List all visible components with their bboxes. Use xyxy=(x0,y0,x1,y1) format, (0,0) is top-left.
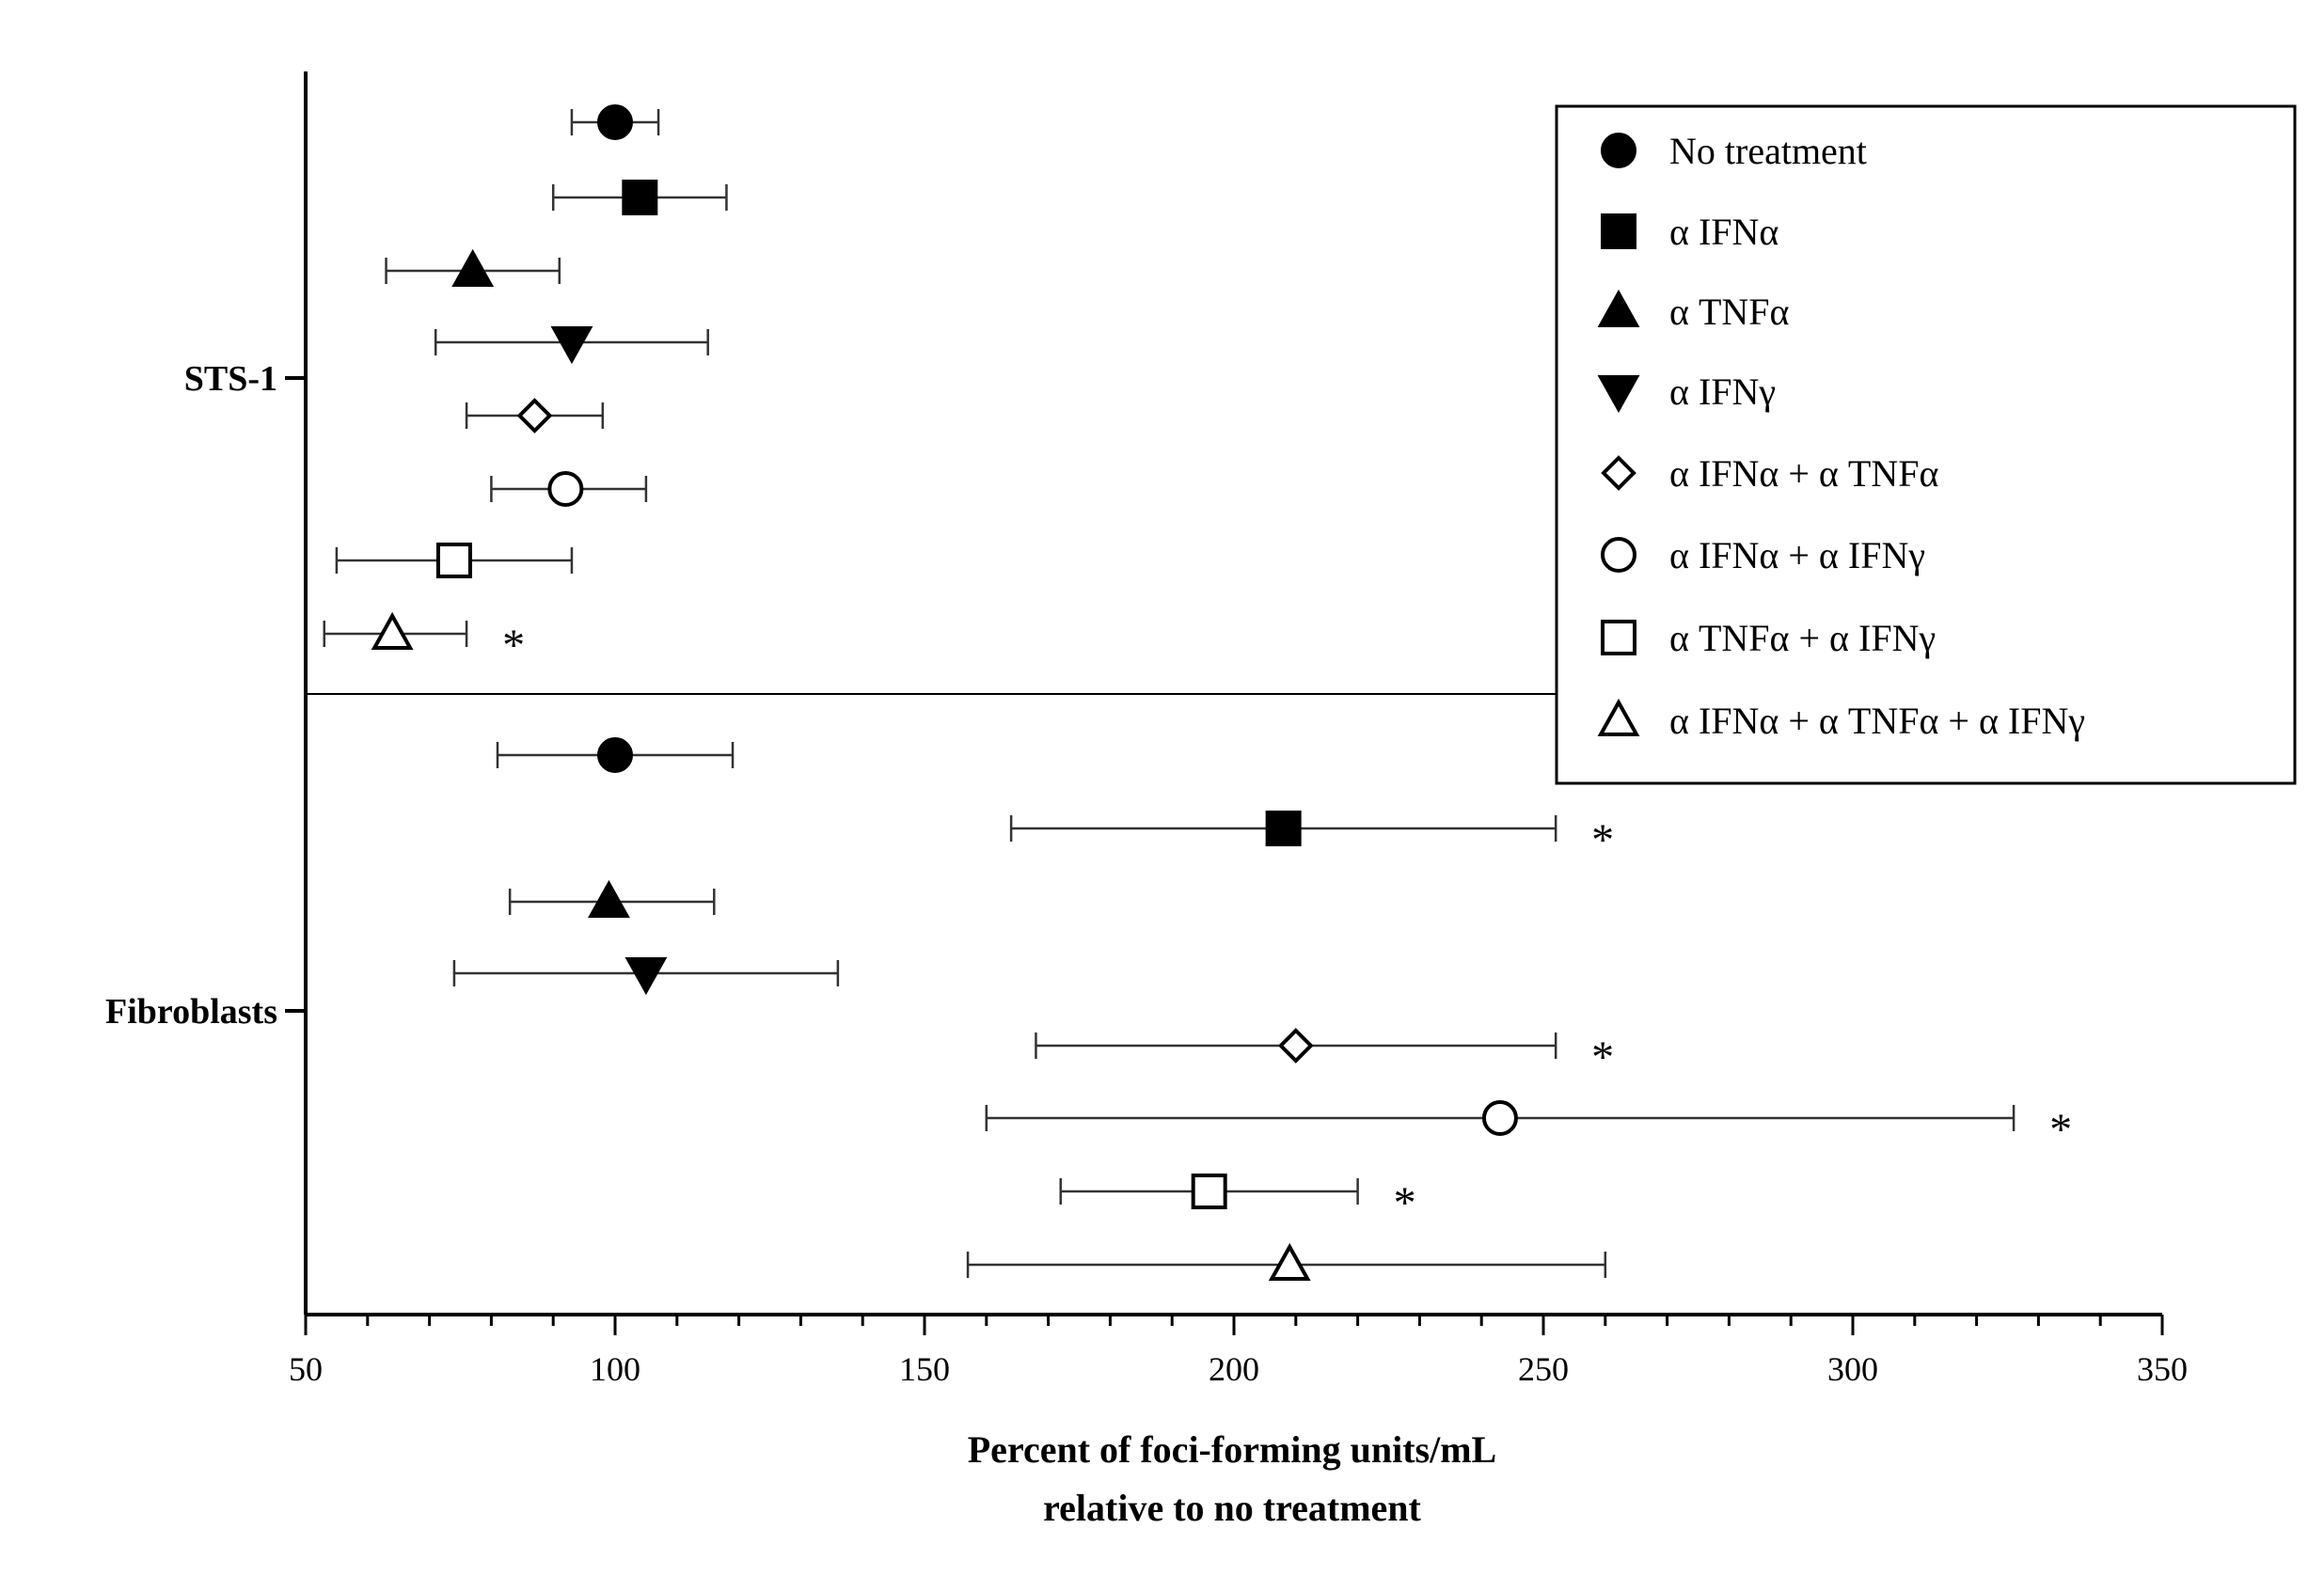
data-point-group xyxy=(508,879,716,918)
significance-marker: * xyxy=(1591,1032,1614,1082)
data-point-marker xyxy=(547,471,584,507)
legend-item: α TNFα xyxy=(1597,289,1790,333)
data-points: * * * * * xyxy=(323,104,2072,1281)
x-axis-title-line-2: relative to no treatment xyxy=(1043,1487,1421,1529)
x-tick-label: 250 xyxy=(1518,1350,1569,1388)
data-point-marker xyxy=(371,611,414,650)
data-point-group: * xyxy=(323,611,525,670)
data-point-group xyxy=(452,957,840,996)
data-point-group xyxy=(385,248,561,287)
x-tick-label: 350 xyxy=(2137,1350,2188,1388)
legend-marker xyxy=(1597,289,1640,327)
legend-item: α IFNα + α TNFα xyxy=(1601,452,1938,495)
legend-marker xyxy=(1601,455,1636,491)
data-point-group: * xyxy=(1059,1174,1416,1228)
legend-label: α TNFα xyxy=(1669,291,1790,333)
legend-label: α IFNγ xyxy=(1669,370,1776,413)
x-axis-title: Percent of foci-forming units/mL relativ… xyxy=(968,1428,1496,1529)
legend-label: α IFNα + α TNFα xyxy=(1669,452,1938,495)
data-point-marker xyxy=(588,879,630,918)
legend-box xyxy=(1555,104,2297,785)
data-point-group xyxy=(434,326,709,365)
x-axis-title-line-1: Percent of foci-forming units/mL xyxy=(968,1428,1496,1471)
legend-label: No treatment xyxy=(1669,130,1867,172)
x-axis-ticks: 50 100 150 200 250 300 350 xyxy=(289,1315,2188,1388)
significance-marker: * xyxy=(1394,1178,1416,1228)
data-point-group xyxy=(335,543,574,578)
data-point-group xyxy=(496,737,735,773)
data-point-marker xyxy=(597,737,633,773)
legend-item: No treatment xyxy=(1601,130,1867,172)
data-point-marker xyxy=(1268,1242,1311,1281)
data-point-group xyxy=(570,104,660,140)
data-point-marker xyxy=(624,957,668,996)
x-tick-label: 300 xyxy=(1827,1350,1878,1388)
legend-marker xyxy=(1597,375,1640,414)
group-labels: STS-1 Fibroblasts xyxy=(105,359,306,1032)
legend-label: α IFNα + α TNFα + α IFNγ xyxy=(1669,700,2085,742)
data-point-group xyxy=(490,471,648,507)
significance-marker: * xyxy=(502,621,525,670)
x-tick-label: 100 xyxy=(590,1350,640,1388)
data-point-group: * xyxy=(1035,1028,1614,1082)
data-point-marker xyxy=(550,326,593,365)
legend-marker xyxy=(1597,698,1640,736)
legend-item: α IFNα xyxy=(1601,211,1779,253)
x-tick-label: 200 xyxy=(1209,1350,1259,1388)
data-point-marker xyxy=(1191,1174,1227,1209)
data-point-marker xyxy=(597,104,633,140)
legend-marker xyxy=(1601,620,1636,655)
significance-marker: * xyxy=(2049,1105,2072,1155)
legend-items: No treatment α IFNα α TNFα α IFNγ α IFNα + α… xyxy=(1597,130,2085,742)
data-point-marker xyxy=(1277,1028,1314,1064)
group-label: Fibroblasts xyxy=(105,992,277,1032)
legend-item: α IFNγ xyxy=(1597,370,1776,414)
legend-label: α IFNα xyxy=(1669,211,1779,253)
data-point-group xyxy=(966,1242,1607,1281)
legend-label: α TNFα + α IFNγ xyxy=(1669,617,1936,659)
legend: No treatment α IFNα α TNFα α IFNγ α IFNα + α… xyxy=(1555,104,2297,785)
legend-item: α IFNα + α IFNγ xyxy=(1601,534,1925,576)
significance-marker: * xyxy=(1591,815,1614,865)
legend-marker xyxy=(1601,133,1636,168)
data-point-marker xyxy=(1265,811,1302,846)
data-point-group xyxy=(465,398,605,433)
data-point-group: * xyxy=(985,1100,2072,1155)
legend-marker xyxy=(1601,537,1636,573)
legend-marker xyxy=(1601,213,1636,249)
legend-label: α IFNα + α IFNγ xyxy=(1669,534,1925,576)
data-point-marker xyxy=(435,543,472,578)
data-point-marker xyxy=(1481,1100,1518,1136)
data-point-marker xyxy=(451,248,495,287)
data-point-group: * xyxy=(1009,811,1614,865)
legend-item: α IFNα + α TNFα + α IFNγ xyxy=(1597,698,2085,742)
x-tick-label: 150 xyxy=(899,1350,950,1388)
x-tick-label: 50 xyxy=(289,1350,323,1388)
data-point-marker xyxy=(622,180,658,215)
legend-item: α TNFα + α IFNγ xyxy=(1601,617,1936,659)
data-point-group xyxy=(551,180,728,215)
group-label: STS-1 xyxy=(184,359,277,399)
data-point-marker xyxy=(516,398,553,433)
